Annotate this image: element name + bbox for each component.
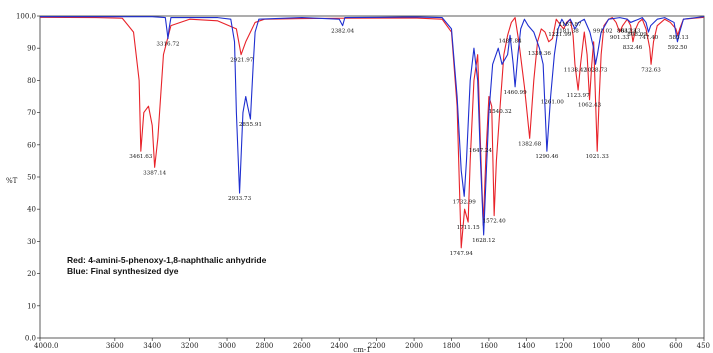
peak-label: 991.02: [593, 29, 613, 35]
peak-label: 3387.14: [143, 170, 167, 176]
peak-label: 832.46: [623, 45, 643, 51]
peak-label: 585.13: [669, 35, 689, 41]
peak-label: 2382.04: [331, 29, 355, 35]
peak-label: 2855.91: [239, 122, 262, 128]
x-tick-label: 3400: [143, 342, 161, 350]
peak-label: 1138.42: [564, 67, 588, 73]
peak-label: 1460.99: [504, 90, 528, 96]
peak-annotations: 3461.63 3387.14 3316.72 2921.97 2855.91 2933.…: [129, 22, 689, 257]
x-tick-label: 2200: [368, 342, 386, 350]
peak-label: 1028.73: [584, 67, 608, 73]
peak-label: 1711.15: [457, 225, 481, 231]
peak-label: 2921.97: [230, 58, 254, 64]
x-tick-label: 800: [632, 342, 645, 350]
peak-label: 1382.68: [518, 141, 542, 147]
peak-label: 1540.32: [489, 109, 513, 115]
peak-label: 1167.87: [558, 22, 582, 28]
x-tick-label: 2000: [405, 342, 423, 350]
series-layer: [39, 16, 705, 249]
x-tick-label: 4000.0: [34, 342, 59, 350]
x-tick-label: 3000: [218, 342, 236, 350]
x-tick-label: 2600: [293, 342, 311, 350]
y-tick-label: 60: [27, 141, 36, 149]
y-tick-label: 50: [27, 174, 36, 182]
x-tick-label: 3600: [106, 342, 124, 350]
x-tick-label: 2800: [256, 342, 274, 350]
peak-label: 1732.99: [453, 199, 477, 205]
peak-label: 808.09: [627, 32, 647, 38]
peak-label: 3316.72: [156, 42, 180, 48]
series-red-line: [39, 16, 705, 249]
peak-label: 1021.33: [586, 154, 610, 160]
peak-label: 1290.46: [535, 154, 559, 160]
peak-label: 901.33: [610, 35, 630, 41]
x-tick-label: 3200: [181, 342, 199, 350]
peak-label: 1221.99: [548, 32, 572, 38]
legend-red: Red: 4-amini-5-phenoxy-1,8-naphthalic an…: [67, 255, 267, 265]
peak-label: 2933.73: [228, 196, 252, 202]
peak-label: 1747.94: [450, 251, 474, 257]
plot-border: [39, 15, 705, 339]
peak-label: 1487.84: [498, 38, 522, 44]
legend-blue: Blue: Final synthesized dye: [67, 266, 179, 276]
peak-label: 732.63: [641, 67, 661, 73]
y-axis-label: %T: [6, 177, 18, 185]
peak-label: 592.50: [668, 45, 688, 51]
x-axis-label: cm-1: [353, 346, 370, 353]
x-tick-label: 2400: [330, 342, 348, 350]
y-tick-label: 20: [27, 270, 36, 278]
peak-label: 1572.40: [483, 219, 507, 225]
x-tick-label: 1200: [555, 342, 573, 350]
peak-label: 3461.63: [129, 154, 153, 160]
x-tick-label: 450: [697, 342, 710, 350]
x-tick-label: 1800: [443, 342, 461, 350]
y-tick-label: 90: [27, 45, 36, 53]
y-tick-label: 30: [27, 238, 36, 246]
y-tick-label: 40: [27, 206, 36, 214]
x-tick-label: 1600: [480, 342, 498, 350]
series-blue-line: [40, 16, 705, 236]
peak-label: 1330.36: [528, 51, 552, 57]
peak-label: 1647.24: [469, 148, 493, 154]
x-tick-label: 1400: [517, 342, 535, 350]
x-axis-ticks: 4000.0 3600 3400 3200 3000 2800 2600 2400 2200 20…: [34, 338, 710, 350]
peak-label: 1181.38: [556, 29, 580, 35]
y-tick-label: 10: [27, 302, 36, 310]
plot-frame: [39, 15, 705, 339]
peak-label: 842.43: [621, 29, 641, 35]
peak-label: 1123.97: [567, 93, 591, 99]
y-axis-ticks: 0.0 10 20 30 40 50 60 70 80 90 100.0: [16, 13, 40, 343]
x-tick-label: 1000: [592, 342, 610, 350]
peak-label: 863.23: [617, 29, 637, 35]
y-tick-label: 0.0: [25, 335, 36, 343]
peak-label: 1628.12: [472, 238, 496, 244]
y-tick-label: 100.0: [16, 13, 36, 21]
peak-label: 1062.43: [578, 103, 602, 109]
y-tick-label: 70: [27, 109, 36, 117]
x-tick-label: 600: [669, 342, 682, 350]
y-tick-label: 80: [27, 77, 36, 85]
peak-label: 747.40: [639, 35, 659, 41]
peak-label: 1261.00: [541, 100, 565, 106]
